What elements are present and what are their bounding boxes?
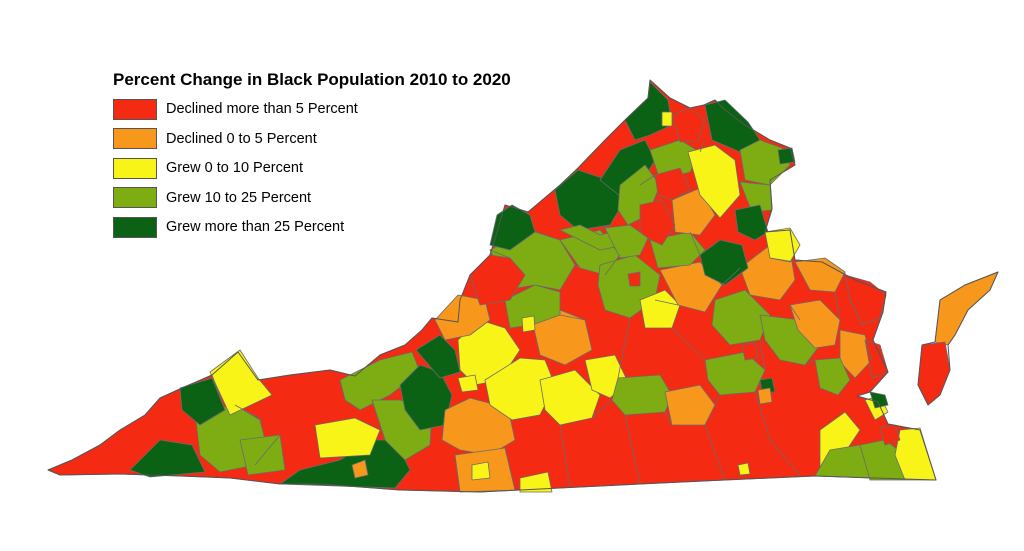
city-patch-12 bbox=[521, 315, 536, 333]
legend-label: Declined 0 to 5 Percent bbox=[166, 130, 317, 147]
legend-swatch bbox=[113, 187, 157, 208]
region-sw-yellow-2 bbox=[314, 417, 381, 459]
region-sw-darkgreen-2 bbox=[129, 439, 206, 478]
region-sw-darkgreen-3 bbox=[279, 439, 411, 489]
city-patch-2 bbox=[519, 471, 553, 493]
city-patch-3 bbox=[471, 461, 491, 481]
region-e-orange-2 bbox=[789, 299, 841, 349]
legend-item-grew-0-to-10: Grew 0 to 10 Percent bbox=[113, 157, 593, 179]
city-patch-8 bbox=[741, 341, 759, 361]
state-outline bbox=[47, 79, 937, 493]
region-n-red-3 bbox=[639, 199, 676, 246]
city-patch-9 bbox=[759, 377, 776, 393]
legend-swatch bbox=[113, 157, 157, 179]
legend-swatch bbox=[113, 98, 157, 120]
county-boundaries bbox=[199, 139, 873, 493]
city-patch-7 bbox=[627, 271, 641, 287]
city-patch-6 bbox=[737, 462, 751, 476]
legend-label: Grew 0 to 10 Percent bbox=[166, 160, 304, 176]
legend-title: Percent Change in Black Population 2010 … bbox=[113, 70, 511, 89]
legend-label: Grew 10 to 25 Percent bbox=[166, 189, 312, 206]
legend-label: Declined more than 5 Percent bbox=[166, 101, 358, 117]
region-sw-orange bbox=[441, 397, 516, 456]
region-sw-green-2 bbox=[239, 434, 286, 476]
region-e-darkgreen-1 bbox=[869, 391, 889, 409]
region-e-yellow-3 bbox=[894, 427, 937, 481]
legend-swatch bbox=[113, 128, 157, 149]
city-patch-5 bbox=[457, 374, 479, 393]
region-e-green-1 bbox=[814, 357, 851, 396]
legend-item-grew-10-to-25: Grew 10 to 25 Percent bbox=[113, 187, 593, 209]
county-boundary-line bbox=[199, 264, 816, 493]
legend-swatch bbox=[113, 216, 157, 238]
city-patch-11 bbox=[757, 387, 773, 405]
region-sw-yellow bbox=[209, 349, 273, 416]
region-e-red-3 bbox=[879, 424, 901, 446]
map-legend: Percent Change in Black Population 2010 … bbox=[113, 70, 593, 246]
region-e-orange-3 bbox=[839, 329, 873, 379]
region-e-orange-1 bbox=[794, 257, 846, 293]
legend-label: Grew more than 25 Percent bbox=[166, 219, 345, 235]
region-c-orange-2 bbox=[434, 294, 491, 341]
eastern-shore-outline bbox=[917, 271, 999, 406]
region-n-green-6 bbox=[604, 224, 649, 259]
region-n-red-1 bbox=[671, 107, 706, 143]
region-c-yellow-5 bbox=[639, 289, 681, 329]
legend-item-declined-more-than-5: Declined more than 5 Percent bbox=[113, 98, 593, 120]
region-sw-darkgreen-5 bbox=[415, 334, 461, 379]
city-patch-1 bbox=[661, 111, 673, 127]
legend-item-grew-more-than-25: Grew more than 25 Percent bbox=[113, 216, 593, 238]
region-n-darkgreen-6 bbox=[734, 204, 769, 241]
region-n-red-2 bbox=[654, 167, 691, 201]
region-c-darkgreen-1 bbox=[699, 239, 749, 286]
legend-item-declined-0-to-5: Declined 0 to 5 Percent bbox=[113, 128, 593, 150]
eastern-shore-orange bbox=[934, 271, 999, 346]
region-c-green-5 bbox=[611, 374, 673, 416]
region-n-yellow-1 bbox=[687, 144, 741, 219]
city-patch-4 bbox=[351, 459, 369, 479]
